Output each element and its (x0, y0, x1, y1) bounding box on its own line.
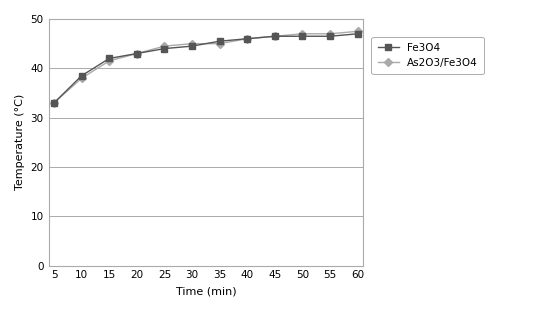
As2O3/Fe3O4 (355, 30, 361, 33)
Fe3O4 (299, 35, 305, 38)
As2O3/Fe3O4 (299, 32, 305, 36)
As2O3/Fe3O4 (161, 44, 168, 48)
As2O3/Fe3O4 (216, 42, 223, 45)
As2O3/Fe3O4 (272, 35, 278, 38)
As2O3/Fe3O4 (78, 76, 85, 80)
As2O3/Fe3O4 (189, 42, 195, 45)
As2O3/Fe3O4 (106, 59, 113, 63)
Fe3O4 (78, 74, 85, 77)
As2O3/Fe3O4 (134, 52, 140, 55)
Fe3O4 (51, 101, 57, 105)
Fe3O4 (327, 35, 333, 38)
Line: As2O3/Fe3O4: As2O3/Fe3O4 (51, 29, 360, 106)
X-axis label: Time (min): Time (min) (176, 286, 236, 296)
Legend: Fe3O4, As2O3/Fe3O4: Fe3O4, As2O3/Fe3O4 (372, 36, 484, 74)
Fe3O4 (216, 39, 223, 43)
As2O3/Fe3O4 (244, 37, 250, 41)
Fe3O4 (161, 47, 168, 50)
Fe3O4 (272, 35, 278, 38)
Fe3O4 (244, 37, 250, 41)
Fe3O4 (189, 44, 195, 48)
Line: Fe3O4: Fe3O4 (51, 30, 361, 106)
Y-axis label: Temperature (°C): Temperature (°C) (15, 94, 25, 190)
Fe3O4 (106, 57, 113, 60)
As2O3/Fe3O4 (51, 101, 57, 105)
As2O3/Fe3O4 (327, 32, 333, 36)
Fe3O4 (134, 52, 140, 55)
Fe3O4 (355, 32, 361, 36)
